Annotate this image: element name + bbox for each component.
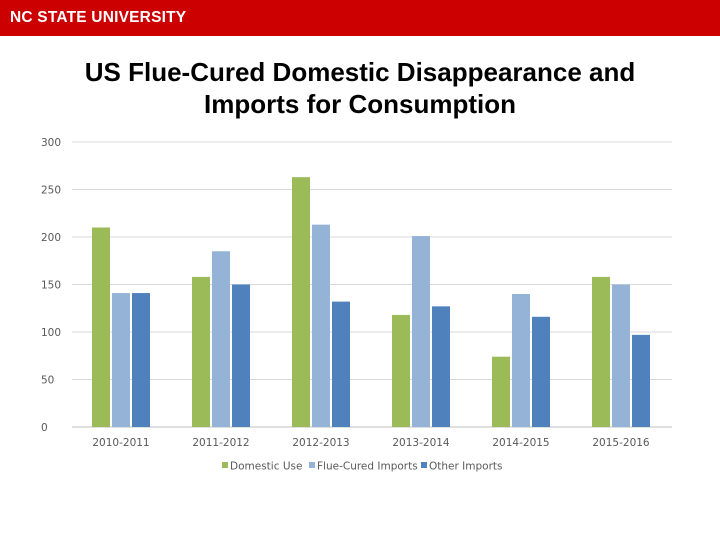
bar bbox=[512, 294, 530, 427]
bar bbox=[332, 301, 350, 427]
x-tick-label: 2012-2013 bbox=[292, 437, 349, 449]
bar bbox=[392, 314, 410, 427]
bar bbox=[492, 356, 510, 427]
university-logo-text: NC STATE UNIVERSITY bbox=[10, 9, 187, 26]
x-tick-label: 2010-2011 bbox=[92, 437, 149, 449]
y-tick-label: 250 bbox=[41, 185, 61, 197]
x-tick-label: 2011-2012 bbox=[192, 437, 249, 449]
bar bbox=[132, 293, 150, 427]
y-tick-label: 150 bbox=[41, 280, 61, 292]
y-tick-label: 0 bbox=[41, 422, 48, 434]
legend-swatch bbox=[222, 462, 228, 468]
legend-entry: Flue-Cured Imports bbox=[317, 461, 418, 473]
legend-swatch bbox=[309, 462, 315, 468]
legend-entry: Domestic Use bbox=[230, 461, 302, 473]
bar bbox=[432, 306, 450, 427]
x-tick-label: 2013-2014 bbox=[392, 437, 450, 449]
bar bbox=[192, 276, 210, 427]
bar bbox=[92, 227, 110, 427]
bar bbox=[312, 224, 330, 427]
bar bbox=[612, 284, 630, 427]
bar bbox=[292, 177, 310, 427]
x-tick-label: 2015-2016 bbox=[592, 437, 650, 449]
legend-entry: Other Imports bbox=[429, 461, 502, 473]
bar bbox=[632, 334, 650, 427]
y-tick-label: 300 bbox=[41, 137, 61, 149]
y-tick-label: 200 bbox=[41, 232, 61, 244]
legend-swatch bbox=[421, 462, 427, 468]
y-tick-label: 50 bbox=[41, 375, 54, 387]
bar bbox=[232, 284, 250, 427]
bar bbox=[412, 236, 430, 427]
y-tick-label: 100 bbox=[41, 327, 61, 339]
bar bbox=[212, 251, 230, 427]
bar bbox=[112, 293, 130, 427]
university-banner: NC STATE UNIVERSITY bbox=[0, 0, 720, 36]
x-tick-label: 2014-2015 bbox=[492, 437, 549, 449]
bar bbox=[592, 276, 610, 427]
bar bbox=[532, 316, 550, 427]
chart-title: US Flue-Cured Domestic Disappearance and… bbox=[84, 57, 636, 119]
